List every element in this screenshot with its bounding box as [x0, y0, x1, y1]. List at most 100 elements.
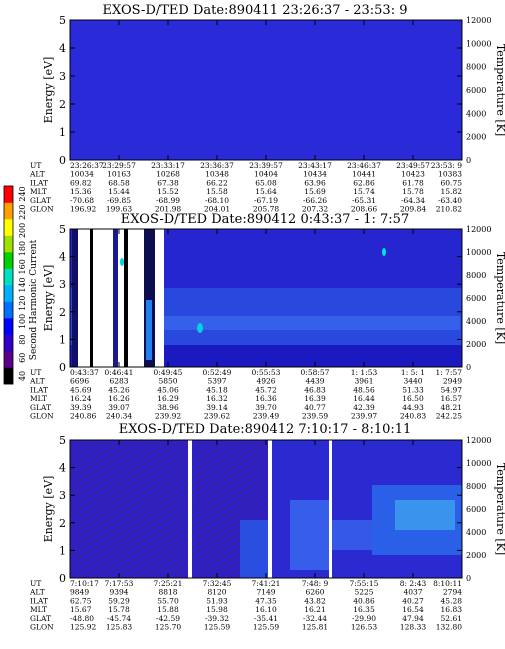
table-row-label: UT — [30, 368, 41, 377]
table-cell: 61.78 — [402, 178, 424, 187]
table-cell: 55.70 — [157, 596, 179, 605]
table-row-label: ILAT — [30, 178, 48, 187]
colorbar-cell — [4, 219, 13, 236]
table-cell: 205.78 — [253, 205, 279, 214]
table-row-label: ILAT — [30, 596, 48, 605]
table-cell: 239.97 — [351, 412, 377, 421]
table-cell: 45.06 — [157, 385, 179, 394]
table-cell: 10434 — [303, 170, 327, 179]
table-cell: 126.53 — [351, 623, 377, 632]
y2tick-label: 10000 — [466, 39, 491, 48]
table-cell: 43.82 — [304, 596, 326, 605]
table-cell: 63.96 — [304, 178, 326, 187]
y2tick-label: 4000 — [466, 109, 486, 118]
panel-3-y2label: Temperature [K] — [494, 463, 505, 555]
panel-2-xticks — [69, 229, 463, 367]
table-cell: 125.92 — [70, 623, 96, 632]
ytick-label: 3 — [59, 278, 66, 291]
colorbar-cell — [4, 285, 13, 302]
table-cell: 52.61 — [441, 614, 462, 623]
table-cell: 0:52:49 — [203, 368, 232, 377]
panel-1-ylabel: Energy [eV] — [42, 57, 55, 124]
table-cell: 51.33 — [402, 385, 424, 394]
table-cell: -63.40 — [438, 196, 462, 205]
table-cell: 15.78 — [402, 187, 424, 196]
table-cell: 132.80 — [436, 623, 462, 632]
table-cell: 23:53: 9 — [431, 161, 463, 170]
panel-3-yticks: 0 1 2 3 4 5 — [59, 434, 462, 585]
table-cell: 38.96 — [157, 403, 179, 412]
table-cell: 0:55:53 — [252, 368, 281, 377]
table-cell: 46.83 — [304, 385, 326, 394]
table-cell: -48.80 — [70, 614, 94, 623]
panel-1-xticks — [69, 20, 463, 160]
y2tick-label: 8000 — [466, 63, 486, 72]
ytick-label: 2 — [59, 306, 66, 319]
table-row-label: MLT — [30, 605, 47, 614]
panel-3: EXOS-D/TED Date:890412 7:10:17 - 8:10:11… — [29, 422, 505, 632]
table-cell: 125.83 — [106, 623, 132, 632]
colorbar-cell — [4, 268, 13, 286]
table-cell: 125.59 — [253, 623, 279, 632]
table-cell: 16.50 — [402, 394, 424, 403]
table-cell: -69.85 — [107, 196, 131, 205]
table-cell: 68.58 — [108, 178, 130, 187]
colorbar-tick-label: 60 — [18, 353, 27, 363]
table-cell: 7:55:15 — [350, 579, 379, 588]
panel-2-yticks: 0 1 2 3 4 5 — [59, 223, 462, 374]
colorbar-tick-label: 40 — [18, 371, 27, 381]
table-cell: 40.27 — [402, 596, 424, 605]
panel-2: EXOS-D/TED Date:890412 0:43:37 - 1: 7:57 — [29, 212, 505, 421]
y2tick-label: 0 — [466, 156, 471, 165]
table-cell: 16.26 — [108, 394, 130, 403]
table-cell: -68.99 — [156, 196, 180, 205]
table-cell: 0:43:37 — [70, 368, 99, 377]
table-cell: 15.78 — [108, 605, 130, 614]
table-cell: 240.86 — [70, 412, 96, 421]
table-cell: -68.10 — [205, 196, 229, 205]
table-cell: 45.72 — [255, 385, 277, 394]
panel-3-y2ticks: 0 2000 4000 6000 8000 10000 12000 — [466, 436, 491, 583]
table-cell: 10034 — [70, 170, 94, 179]
ytick-label: 0 — [59, 154, 66, 167]
table-cell: 0:49:45 — [154, 368, 183, 377]
colorbar-tick-label: 160 — [18, 259, 27, 274]
y2tick-label: 0 — [466, 574, 471, 583]
y2tick-label: 6000 — [466, 505, 486, 514]
table-cell: -64.34 — [401, 196, 425, 205]
panel-2-title: EXOS-D/TED Date:890412 0:43:37 - 1: 7:57 — [121, 212, 409, 227]
table-cell: 10383 — [438, 170, 462, 179]
table-row-label: ALT — [29, 377, 45, 386]
table-cell: 7:10:17 — [70, 579, 99, 588]
colorbar-cell — [4, 334, 13, 352]
panel-2-y2label: Temperature [K] — [494, 252, 505, 344]
table-cell: 65.08 — [255, 178, 277, 187]
table-cell: 210.82 — [436, 205, 462, 214]
table-cell: 39.39 — [70, 403, 92, 412]
table-cell: 48.56 — [353, 385, 375, 394]
table-cell: 10441 — [352, 170, 376, 179]
table-cell: 125.59 — [204, 623, 230, 632]
colorbar-tick-label: 140 — [18, 277, 27, 292]
table-cell: 23:36:37 — [200, 161, 234, 170]
table-row-label: ALT — [29, 170, 45, 179]
table-cell: -29.90 — [352, 614, 376, 623]
table-cell: 47.35 — [255, 596, 277, 605]
table-cell: 16.83 — [441, 605, 463, 614]
panel-2-y2ticks: 0 2000 4000 6000 8000 10000 12000 — [466, 225, 491, 372]
table-cell: 239.62 — [204, 412, 230, 421]
panel-3-xticks — [69, 440, 463, 578]
table-cell: 6260 — [305, 588, 324, 597]
table-cell: 128.33 — [400, 623, 426, 632]
table-cell: 16.10 — [255, 605, 277, 614]
table-cell: 209.84 — [400, 205, 426, 214]
colorbar-cell — [4, 202, 13, 220]
table-cell: 23:43:17 — [298, 161, 332, 170]
ytick-label: 1 — [59, 333, 66, 346]
table-cell: 16.44 — [353, 394, 375, 403]
table-cell: 54.97 — [441, 385, 463, 394]
ytick-label: 5 — [59, 434, 66, 447]
table-cell: 48.21 — [441, 403, 462, 412]
table-cell: 15.88 — [157, 605, 179, 614]
table-cell: 39.70 — [255, 403, 277, 412]
